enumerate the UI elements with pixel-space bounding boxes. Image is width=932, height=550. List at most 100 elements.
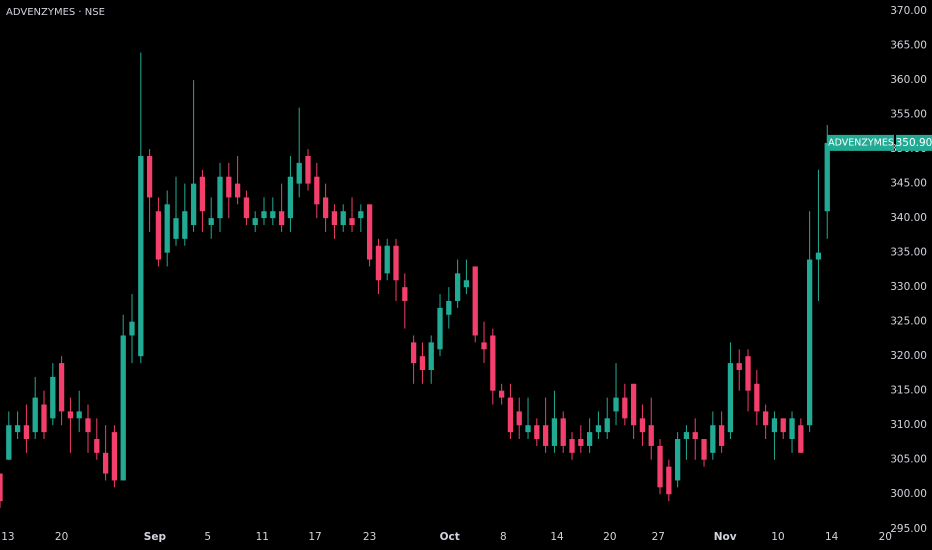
candle-body xyxy=(490,335,496,391)
candle-body xyxy=(155,211,162,260)
candle-body xyxy=(630,383,637,426)
x-tick-label: 10 xyxy=(771,531,784,543)
candle-body xyxy=(428,342,434,370)
candle-body xyxy=(340,211,346,226)
candle-body xyxy=(349,218,355,226)
y-tick-label: 300.00 xyxy=(890,488,927,500)
x-tick-label: 20 xyxy=(55,531,68,543)
candle-body xyxy=(516,411,522,426)
y-tick-label: 315.00 xyxy=(890,385,927,397)
candle-body xyxy=(384,245,390,274)
candle-body xyxy=(243,197,250,219)
candle-body xyxy=(410,342,417,364)
candle-body xyxy=(534,425,540,440)
candle-body xyxy=(14,425,21,433)
candle-body xyxy=(67,411,74,419)
candle-body xyxy=(780,418,786,433)
candle-body xyxy=(525,425,531,433)
candle-body xyxy=(23,425,30,440)
candle-body xyxy=(692,432,698,440)
candle-body xyxy=(710,425,716,453)
candle-body xyxy=(199,176,206,212)
candle-body xyxy=(683,432,690,440)
candle-body xyxy=(190,183,197,226)
candle-body xyxy=(94,439,100,453)
candle-body xyxy=(278,211,285,226)
candle-body xyxy=(173,218,179,239)
candle-body xyxy=(182,211,188,239)
candle-body xyxy=(252,218,258,226)
y-tick-label: 305.00 xyxy=(890,454,927,466)
candle-body xyxy=(736,363,742,370)
y-tick-label: 325.00 xyxy=(890,316,927,328)
x-tick-label: 8 xyxy=(500,531,507,543)
candle-body xyxy=(76,411,82,419)
candle-body xyxy=(586,432,593,446)
price-tag-value-box xyxy=(896,134,932,151)
candle-body xyxy=(138,156,144,357)
y-tick-label: 310.00 xyxy=(890,419,927,431)
candle-body xyxy=(472,266,478,336)
candle-body xyxy=(217,176,223,219)
y-tick-label: 330.00 xyxy=(890,281,927,293)
candle-body xyxy=(270,211,276,219)
candle-body xyxy=(824,142,830,212)
candle-body xyxy=(261,211,267,219)
price-tag-box xyxy=(827,134,894,151)
candle-body xyxy=(32,397,38,433)
candle-body xyxy=(560,418,566,446)
candle-body xyxy=(331,211,338,226)
candle-body xyxy=(754,383,760,412)
candle-body xyxy=(674,439,681,481)
y-tick-label: 335.00 xyxy=(890,247,927,259)
candle-body xyxy=(146,156,153,198)
candle-body xyxy=(322,197,329,219)
y-tick-label: 340.00 xyxy=(890,212,927,224)
price-tag-name: ADVENZYMES xyxy=(828,137,894,148)
candle-body xyxy=(613,397,619,412)
candle-body xyxy=(507,397,514,433)
candle-body xyxy=(718,425,725,446)
x-tick-label: 23 xyxy=(363,531,376,543)
candle-body xyxy=(111,432,118,481)
x-tick-label: Sep xyxy=(144,531,167,543)
candle-body xyxy=(806,259,813,426)
candle-body xyxy=(393,245,399,281)
candle-body xyxy=(771,418,778,433)
x-tick-label: 17 xyxy=(308,531,321,543)
x-tick-label: 20 xyxy=(603,531,616,543)
y-tick-label: 345.00 xyxy=(890,178,927,190)
candle-body xyxy=(454,273,461,301)
candle-body xyxy=(208,218,214,226)
candle-body xyxy=(0,473,3,502)
candle-body xyxy=(463,280,470,288)
x-tick-label: 20 xyxy=(879,531,892,543)
candle-body xyxy=(657,445,663,488)
candle-body xyxy=(358,211,364,219)
candle-body xyxy=(102,452,109,474)
candle-body xyxy=(745,356,751,391)
candle-body xyxy=(542,425,549,446)
x-tick-label: 13 xyxy=(1,531,14,543)
y-tick-label: 355.00 xyxy=(890,109,927,121)
x-tick-label: 14 xyxy=(825,531,839,543)
candle-body xyxy=(226,176,232,198)
y-tick-label: 320.00 xyxy=(890,350,927,362)
candle-body xyxy=(639,418,646,433)
candle-body xyxy=(375,245,382,281)
candle-body xyxy=(481,342,487,350)
candle-body xyxy=(604,418,610,433)
candle-body xyxy=(6,425,12,460)
candle-body xyxy=(595,425,602,433)
chart-title: ADVENZYMES · NSE xyxy=(6,7,105,18)
candle-body xyxy=(762,411,769,426)
candle-body xyxy=(419,356,426,370)
candle-body xyxy=(648,425,654,446)
candle-body xyxy=(446,300,452,315)
candle-body xyxy=(622,397,628,419)
candle-body xyxy=(41,404,47,433)
candle-body xyxy=(789,418,795,440)
price-tag-value: 350.90 xyxy=(896,137,932,149)
candle-body xyxy=(666,466,672,495)
